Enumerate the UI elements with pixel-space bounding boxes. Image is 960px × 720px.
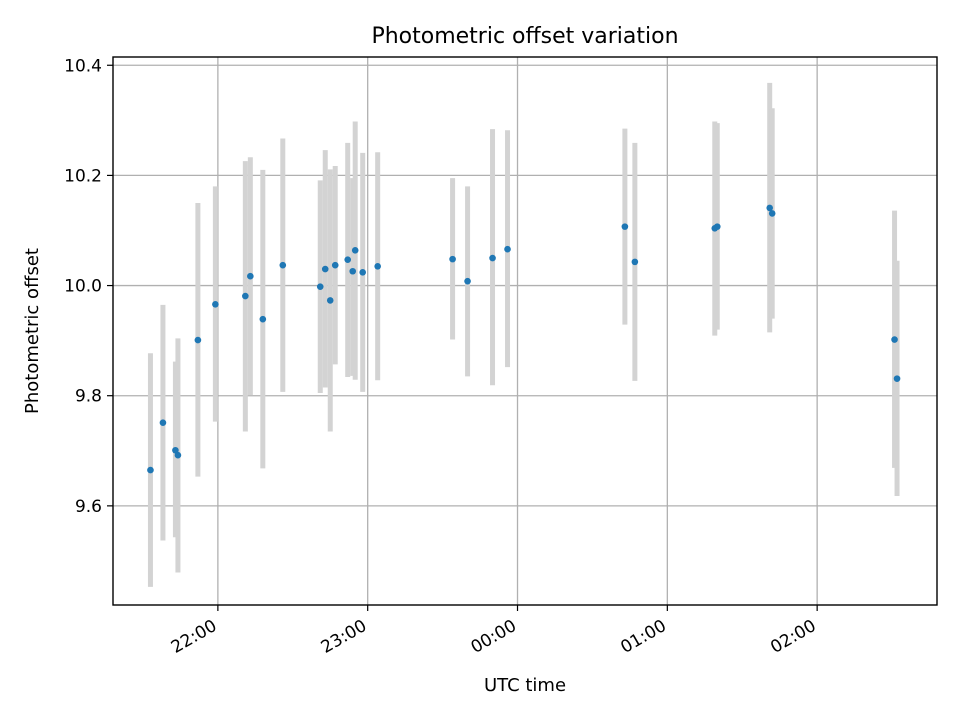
data-point bbox=[891, 336, 898, 343]
data-point bbox=[159, 419, 167, 427]
data-point bbox=[768, 210, 776, 217]
data-point bbox=[766, 204, 774, 212]
data-point bbox=[194, 336, 202, 344]
data-point bbox=[326, 297, 334, 304]
data-points bbox=[147, 204, 901, 474]
plot-frame bbox=[112, 56, 938, 606]
data-point bbox=[351, 247, 359, 254]
y-tick-label: 9.6 bbox=[75, 497, 102, 517]
data-point bbox=[621, 223, 629, 230]
y-tick-label: 10.0 bbox=[64, 277, 102, 297]
data-point bbox=[489, 254, 496, 262]
data-point bbox=[893, 375, 901, 382]
data-point bbox=[212, 300, 219, 308]
data-point bbox=[359, 269, 366, 276]
data-point bbox=[631, 258, 639, 266]
y-axis-label: Photometric offset bbox=[22, 248, 43, 414]
data-point bbox=[349, 267, 357, 275]
data-point bbox=[242, 292, 249, 300]
data-point bbox=[449, 255, 456, 263]
data-point bbox=[321, 265, 329, 273]
data-point bbox=[316, 283, 324, 290]
chart-title: Photometric offset variation bbox=[371, 24, 678, 49]
data-point bbox=[331, 261, 339, 269]
data-point bbox=[247, 272, 254, 280]
data-point bbox=[374, 262, 381, 270]
y-tick-label: 9.8 bbox=[75, 387, 102, 407]
y-axis-ticks: 9.6 9.8 10.0 10.2 10.4 bbox=[64, 56, 113, 517]
y-tick-label: 10.2 bbox=[64, 166, 102, 186]
data-point bbox=[147, 466, 154, 474]
data-point bbox=[279, 261, 287, 269]
data-point bbox=[172, 446, 179, 454]
y-tick-label: 10.4 bbox=[64, 56, 102, 76]
data-point bbox=[344, 256, 352, 263]
data-point bbox=[504, 245, 511, 253]
data-point bbox=[713, 223, 721, 230]
data-point bbox=[259, 315, 267, 323]
data-point bbox=[174, 451, 182, 459]
data-point bbox=[464, 277, 471, 285]
x-axis-label: UTC time bbox=[484, 675, 566, 696]
